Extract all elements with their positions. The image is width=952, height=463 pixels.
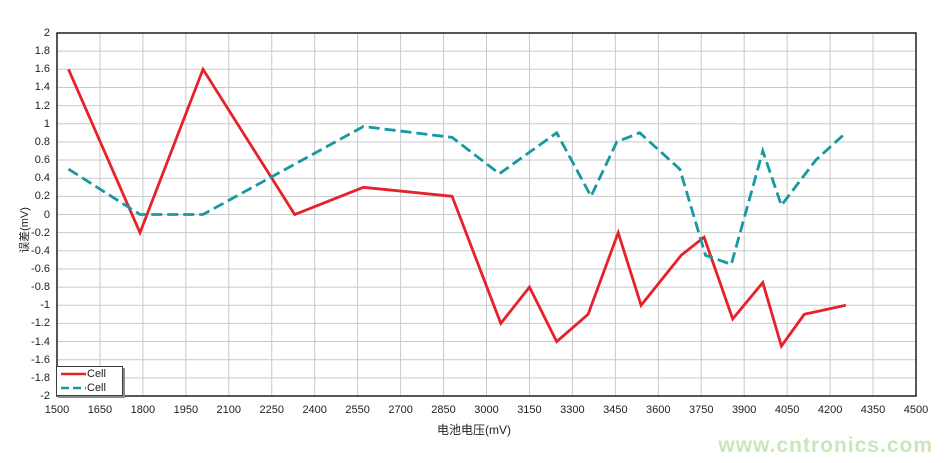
- x-tick-label: 1500: [44, 404, 70, 416]
- x-axis-title: 电池电压(mV): [437, 423, 511, 437]
- x-tick-label: 1950: [173, 404, 199, 416]
- y-tick-label: 1: [43, 117, 50, 130]
- y-tick-label: 0.6: [34, 154, 50, 167]
- plot-border: [56, 32, 917, 397]
- x-tick-label: 2550: [345, 404, 370, 416]
- x-tick-label: 2700: [388, 404, 413, 416]
- watermark: www.cntronics.com: [718, 434, 933, 457]
- y-tick-label: 0.8: [34, 135, 50, 148]
- y-axis-title: 误差(mV): [19, 207, 31, 253]
- y-tick-label: -0.8: [31, 281, 50, 294]
- x-tick-label: 4050: [774, 404, 800, 416]
- y-tick-label: 0.2: [34, 190, 50, 203]
- x-tick-label: 2100: [216, 404, 242, 416]
- y-tick-label: 0.4: [34, 172, 50, 185]
- y-tick-label: 1.8: [34, 45, 50, 58]
- x-tick-label: 3150: [517, 404, 542, 416]
- x-tick-label: 2850: [431, 404, 456, 416]
- x-tick-label: 3450: [603, 404, 628, 416]
- x-tick-label: 1650: [87, 404, 113, 416]
- y-tick-label: -1.8: [31, 371, 50, 384]
- y-tick-label: 0: [43, 208, 50, 221]
- legend-label: Cell: [87, 381, 106, 394]
- legend-label: Cell: [87, 368, 106, 381]
- x-tick-label: 3900: [731, 404, 757, 416]
- y-tick-label: 2: [43, 27, 50, 39]
- series-line-dashed: [67, 125, 847, 267]
- legend-line-solid-icon: [61, 372, 86, 376]
- y-tick-label: -0.6: [31, 262, 50, 275]
- legend-line-dashed-icon: [61, 386, 86, 390]
- y-tick-label: -2: [40, 390, 50, 402]
- legend-entry-cell-dashed: Cell: [61, 382, 122, 395]
- legend: Cell Cell: [56, 366, 123, 396]
- legend-entry-cell-solid: Cell: [61, 368, 122, 381]
- x-tick-label: 2250: [259, 404, 284, 416]
- y-tick-label: 1.4: [34, 81, 50, 94]
- y-tick-label: 1.2: [34, 99, 50, 112]
- x-tick-label: 3600: [646, 404, 671, 416]
- y-tick-label: -0.4: [31, 244, 50, 257]
- y-tick-label: 1.6: [34, 63, 50, 76]
- y-tick-label: -1.4: [31, 335, 50, 348]
- x-tick-label: 4500: [903, 404, 929, 416]
- x-tick-label: 3000: [474, 404, 499, 416]
- y-tick-label: -1: [40, 299, 50, 312]
- x-tick-label: 4350: [860, 404, 886, 416]
- x-tick-label: 3750: [689, 404, 714, 416]
- x-tick-label: 2400: [302, 404, 327, 416]
- x-tick-label: 3300: [560, 404, 585, 416]
- series-line-solid: [67, 66, 847, 350]
- y-tick-label: -0.2: [31, 226, 50, 239]
- y-tick-label: -1.6: [31, 353, 50, 366]
- x-tick-label: 4200: [817, 404, 843, 416]
- x-tick-label: 1800: [130, 404, 156, 416]
- y-tick-label: -1.2: [31, 317, 50, 330]
